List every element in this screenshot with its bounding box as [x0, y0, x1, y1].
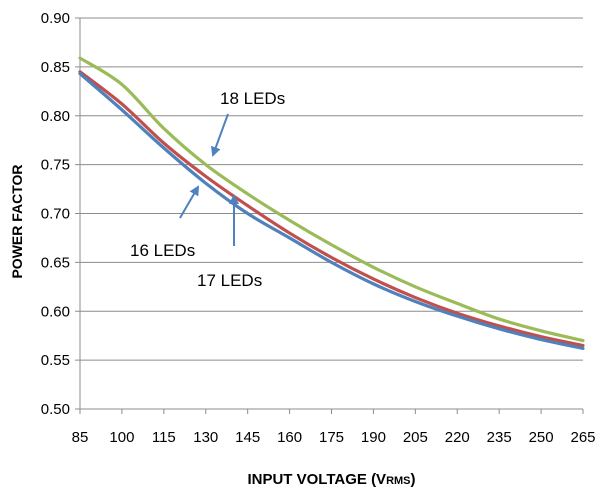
x-tick-label: 265: [570, 429, 595, 446]
y-tick-label: 0.65: [41, 254, 70, 271]
x-tick-label: 235: [487, 429, 512, 446]
grid-lines: [80, 17, 583, 361]
series-line-green: [78, 56, 585, 343]
y-tick-label: 0.70: [41, 206, 70, 223]
axes: 0.50 0.55 0.60 0.65 0.70 0.75 0.80 0.85 0.90 85 10…: [41, 10, 596, 446]
x-axis-title-main: INPUT VOLTAGE (V: [247, 471, 386, 488]
x-tick-label: 115: [152, 429, 176, 446]
y-tick-label: 0.85: [41, 59, 70, 76]
annotation-label: 16 LEDs: [130, 241, 195, 260]
y-tick-label: 0.90: [41, 10, 70, 27]
x-tick-label: 130: [193, 429, 218, 446]
x-tick-label: 160: [277, 429, 302, 446]
x-axis-title-sub: RMS: [386, 475, 410, 487]
y-tick-label: 0.75: [41, 157, 70, 174]
annotation-label: 18 LEDs: [220, 89, 285, 108]
series-line-blue: [78, 72, 585, 350]
y-tick-label: 0.55: [41, 352, 70, 369]
x-axis-title-end: ): [411, 471, 416, 488]
y-axis-title: POWER FACTOR: [9, 164, 25, 278]
y-tick-label: 0.80: [41, 108, 70, 125]
y-tick-label: 0.60: [41, 303, 70, 320]
x-tick-label: 175: [319, 429, 344, 446]
x-axis-title: INPUT VOLTAGE (VRMS): [247, 471, 415, 488]
series-lines: [78, 56, 585, 350]
x-tick-label: 190: [361, 429, 386, 446]
annotation-arrow: [179, 185, 200, 219]
y-tick-label: 0.50: [41, 401, 70, 418]
x-tick-label: 250: [529, 429, 554, 446]
series-line-red: [78, 70, 585, 348]
x-tick-label: 145: [235, 429, 260, 446]
x-tick-label: 220: [445, 429, 470, 446]
annotation-arrow: [211, 113, 229, 157]
x-tick-label: 100: [109, 429, 134, 446]
axis-titles: POWER FACTOR INPUT VOLTAGE (VRMS): [9, 164, 416, 488]
x-tick-label: 205: [403, 429, 428, 446]
x-tick-label: 85: [72, 429, 89, 446]
annotation-label: 17 LEDs: [197, 271, 262, 290]
